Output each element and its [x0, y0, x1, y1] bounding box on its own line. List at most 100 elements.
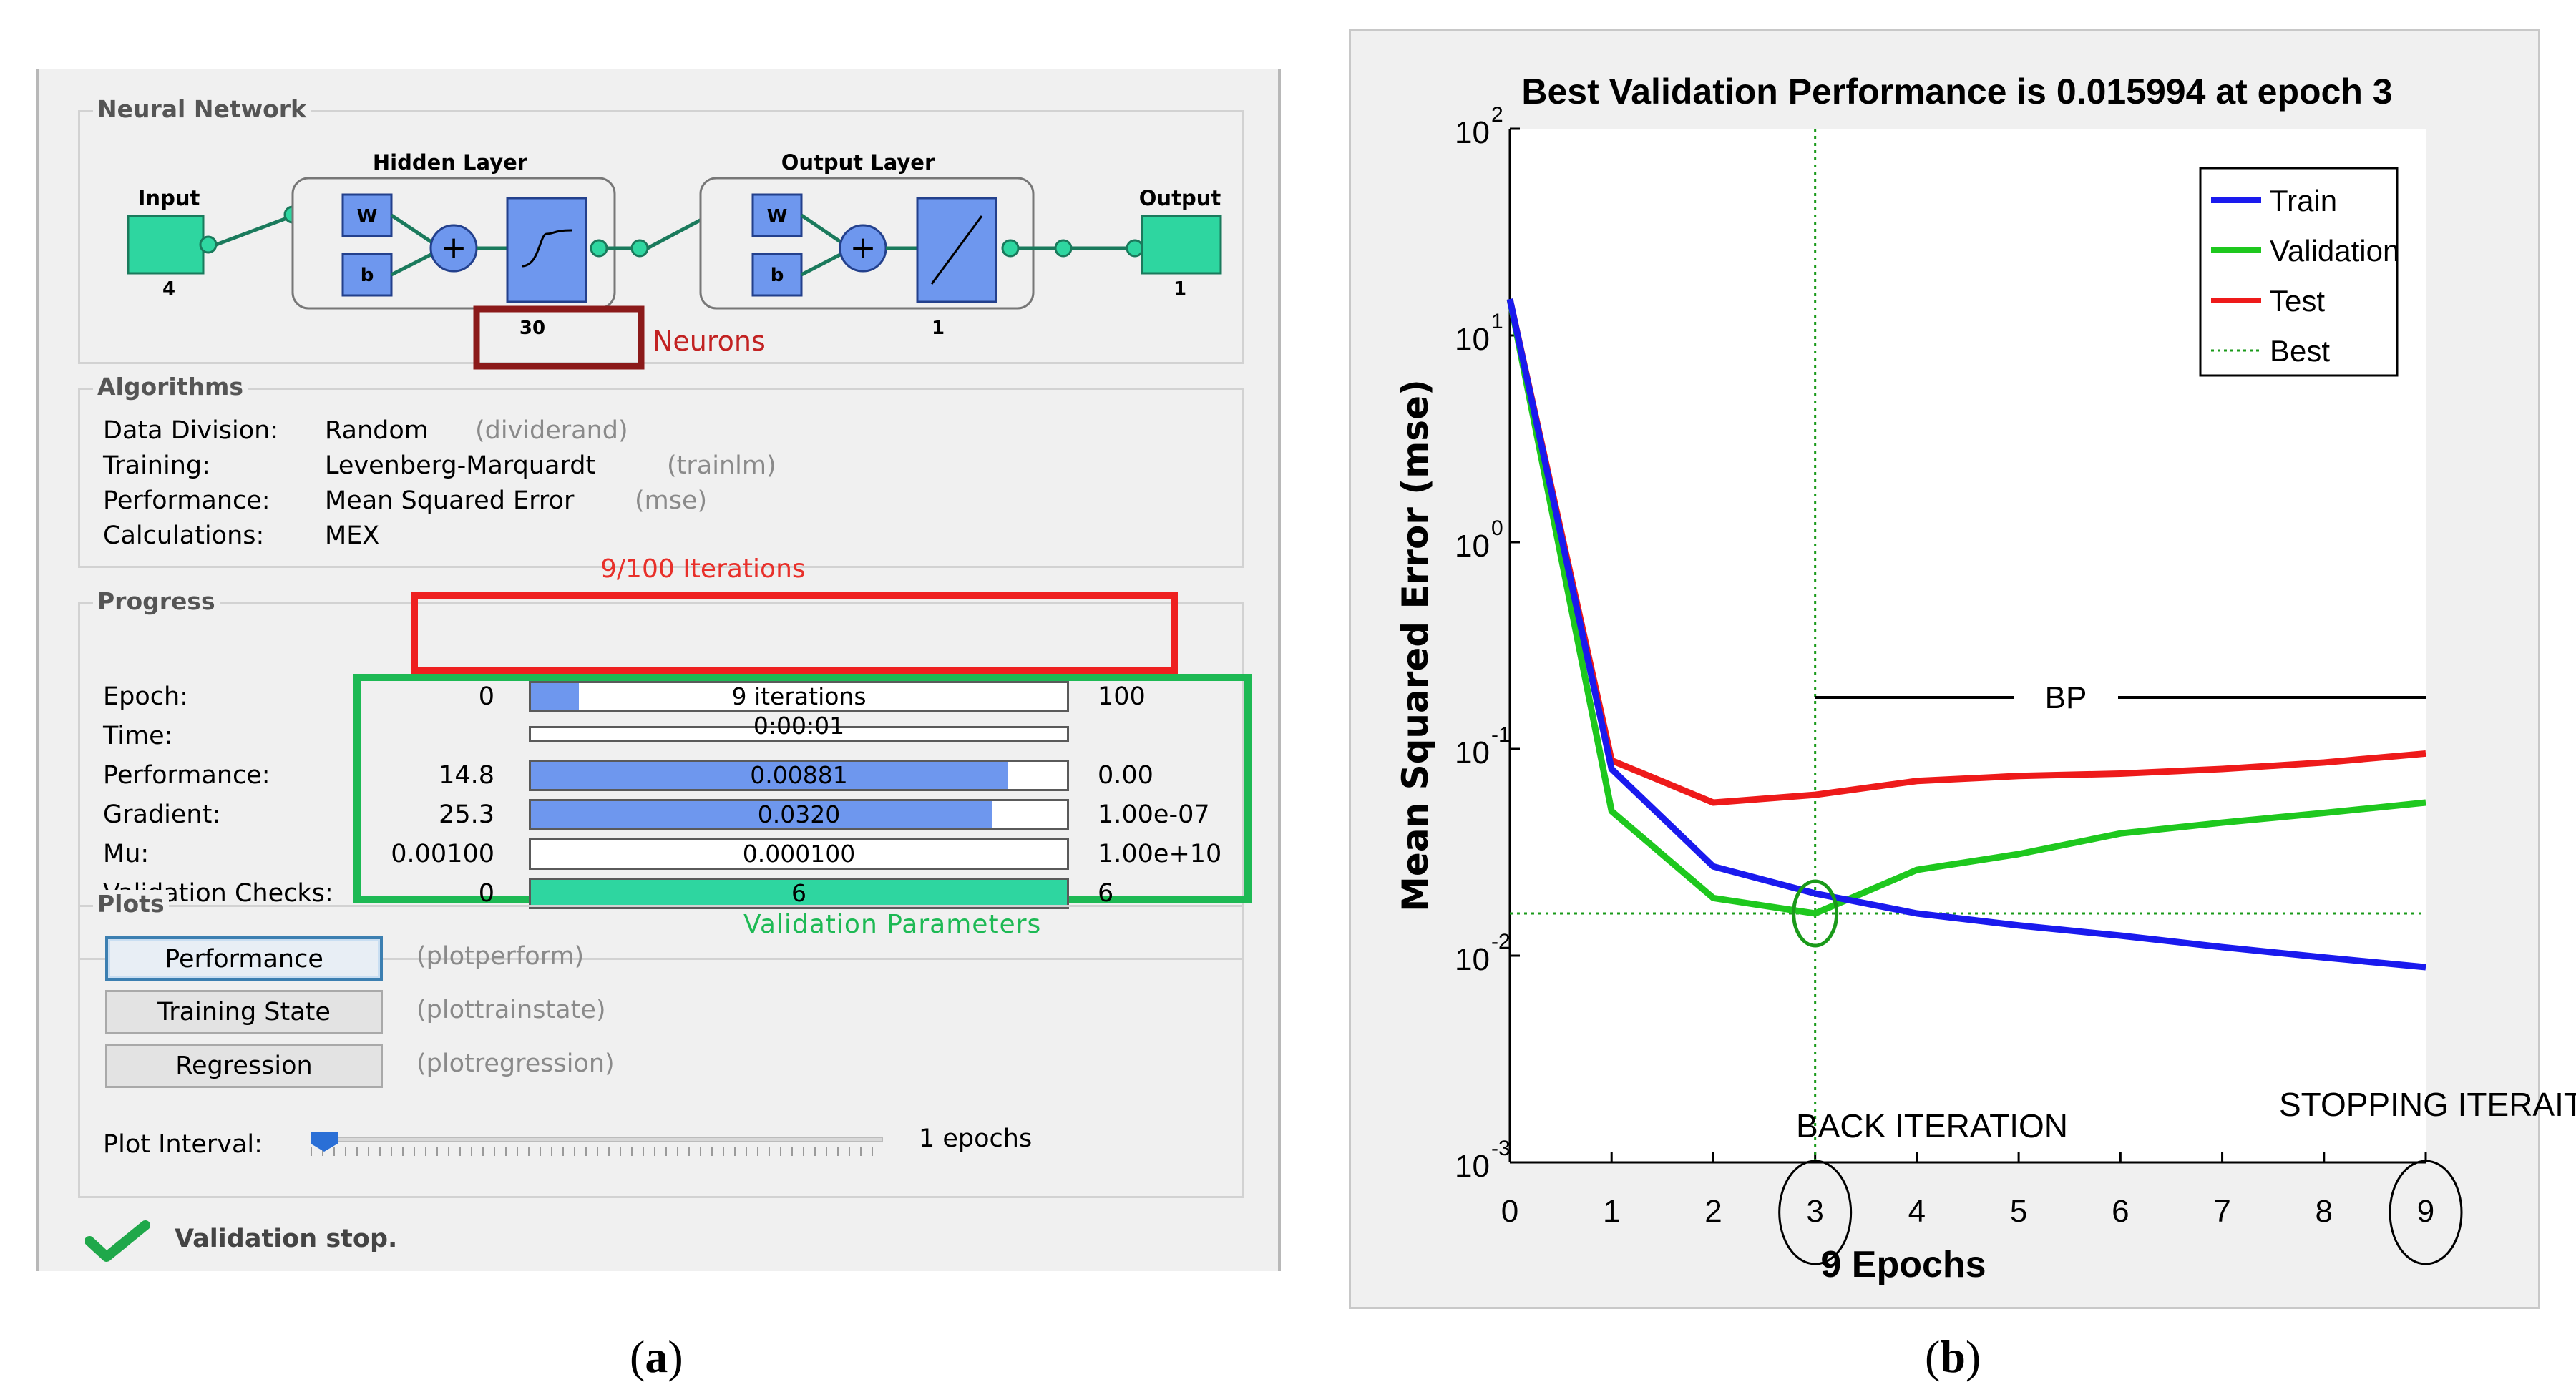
progress-end-value: 1.00e+10 — [1098, 840, 1222, 868]
nntraintool-window: Neural Network Input 4 Hidden Layer W b … — [36, 69, 1281, 1271]
output-node — [1141, 215, 1222, 275]
plot-interval-label: Plot Interval: — [103, 1130, 263, 1159]
algo-fn-division: (dividerand) — [475, 416, 628, 445]
chart-title: Best Validation Performance is 0.015994 … — [1521, 72, 2392, 112]
svg-text:+: + — [441, 230, 467, 266]
panel-b-caption: (b) — [1925, 1331, 1981, 1382]
progress-end-value: 1.00e-07 — [1098, 800, 1210, 829]
y-tick-label-base: 10 — [1455, 735, 1490, 770]
panel-b-letter: b — [1940, 1331, 1966, 1382]
progress-bar-text: 0:00:01 — [753, 712, 845, 740]
plot-interval-value: 1 epochs — [919, 1124, 1033, 1153]
group-title: Progress — [93, 587, 220, 615]
series-line-train — [1506, 298, 2426, 971]
x-axis-label: 9 Epochs — [1820, 1244, 1986, 1285]
legend-label-test: Test — [2270, 284, 2325, 318]
progress-bar: 0.000100 — [529, 838, 1069, 870]
algo-value-division: Random — [325, 416, 429, 445]
hidden-neurons-count: 30 — [519, 318, 545, 339]
neurons-annotation: Neurons — [653, 325, 766, 357]
y-tick-label-exponent: 0 — [1491, 516, 1503, 540]
regression-plot-button[interactable]: Regression — [105, 1044, 383, 1088]
y-tick-label-exponent: 1 — [1491, 310, 1503, 333]
algo-fn-performance: (mse) — [635, 486, 708, 515]
tick-3-circle — [1778, 1160, 1853, 1265]
y-tick-label-base: 10 — [1455, 942, 1490, 977]
algo-value-calculations: MEX — [325, 521, 380, 550]
progress-bar-fill — [531, 801, 992, 828]
progress-label: Gradient: — [103, 800, 221, 829]
plot-interval-slider[interactable] — [311, 1132, 883, 1160]
progress-label: Epoch: — [103, 682, 188, 711]
y-tick-label-base: 10 — [1455, 115, 1490, 150]
panel-a-letter: a — [645, 1331, 668, 1382]
y-tick-label-exponent: -1 — [1491, 723, 1511, 747]
output-layer-neurons: 1 — [932, 318, 945, 339]
algo-label-training: Training: — [103, 451, 210, 480]
input-size: 4 — [162, 278, 175, 300]
checkmark-icon — [85, 1220, 150, 1262]
iterations-highlight-box — [411, 592, 1178, 674]
progress-bar-text: 0.00881 — [750, 761, 848, 789]
y-tick-label-exponent: -3 — [1491, 1137, 1511, 1160]
progress-bar-fill — [531, 762, 1008, 789]
y-tick-label-base: 10 — [1455, 529, 1490, 564]
output-layer-title: Output Layer — [781, 150, 935, 175]
progress-label: Mu: — [103, 840, 150, 868]
regression-plot-fn: (plotregression) — [416, 1049, 615, 1078]
validation-annotation: Validation Parameters — [743, 910, 1042, 939]
progress-start-value: 25.3 — [439, 800, 494, 829]
progress-start-value: 0 — [478, 682, 494, 711]
group-title: Neural Network — [93, 95, 311, 123]
progress-end-value: 6 — [1098, 879, 1114, 908]
plots-group: Plots — [78, 890, 1244, 1198]
network-diagram: Input 4 Hidden Layer W b + 30 Neurons Ou… — [127, 150, 1222, 370]
series-line-validation — [1506, 298, 2426, 917]
progress-end-value: 0.00 — [1098, 761, 1153, 790]
hidden-layer-title: Hidden Layer — [373, 150, 528, 175]
training-state-plot-button[interactable]: Training State — [105, 990, 383, 1034]
hidden-weight-label: W — [357, 206, 378, 227]
performance-plot-button[interactable]: Performance — [105, 936, 383, 981]
progress-bar-text: 6 — [791, 879, 806, 907]
x-tick-label: 2 — [1704, 1194, 1722, 1229]
algo-value-training: Levenberg-Marquardt — [325, 451, 596, 480]
progress-bar: 6 — [529, 878, 1069, 909]
bp-label: BP — [2045, 680, 2087, 715]
series-line-test — [1506, 298, 2426, 806]
y-axis-label: Mean Squared Error (mse) — [1395, 379, 1436, 912]
iterations-annotation: 9/100 Iterations — [600, 554, 806, 584]
training-state-plot-fn: (plottrainstate) — [416, 996, 606, 1024]
progress-bar: 0.00881 — [529, 760, 1069, 791]
stopping-iteration-label: STOPPING ITERAITON — [2279, 1086, 2576, 1123]
output-weight-label: W — [767, 206, 788, 227]
progress-bar-fill — [531, 880, 1067, 907]
output-size: 1 — [1174, 278, 1186, 300]
status-text: Validation stop. — [175, 1225, 398, 1253]
hidden-transfer-node — [506, 197, 587, 303]
x-tick-label: 6 — [2112, 1194, 2129, 1229]
algo-label-calculations: Calculations: — [103, 521, 265, 550]
legend-label-train: Train — [2270, 184, 2337, 217]
tick-9-circle — [2389, 1160, 2463, 1265]
legend-label-validation: Validation — [2270, 234, 2399, 268]
algorithms-group: Algorithms — [78, 373, 1244, 568]
progress-label: Performance: — [103, 761, 270, 790]
algo-value-performance: Mean Squared Error — [325, 486, 575, 515]
output-bias-label: b — [771, 265, 784, 286]
progress-label: Time: — [103, 722, 173, 750]
neurons-highlight-box — [473, 305, 645, 370]
back-iteration-label: BACK ITERATION — [1796, 1107, 2068, 1144]
x-tick-label: 5 — [2010, 1194, 2027, 1229]
x-tick-label: 0 — [1501, 1194, 1518, 1229]
progress-start-value: 0 — [478, 879, 494, 908]
neural-network-group: Neural Network — [78, 95, 1244, 364]
x-tick-label: 1 — [1603, 1194, 1620, 1229]
y-tick-label-base: 10 — [1455, 322, 1490, 357]
x-tick-label: 4 — [1908, 1194, 1926, 1229]
progress-bar-text: 0.000100 — [742, 840, 856, 868]
panel-a-caption: (a) — [630, 1331, 683, 1382]
progress-bar: 0.0320 — [529, 799, 1069, 830]
best-point-circle — [1792, 879, 1839, 948]
